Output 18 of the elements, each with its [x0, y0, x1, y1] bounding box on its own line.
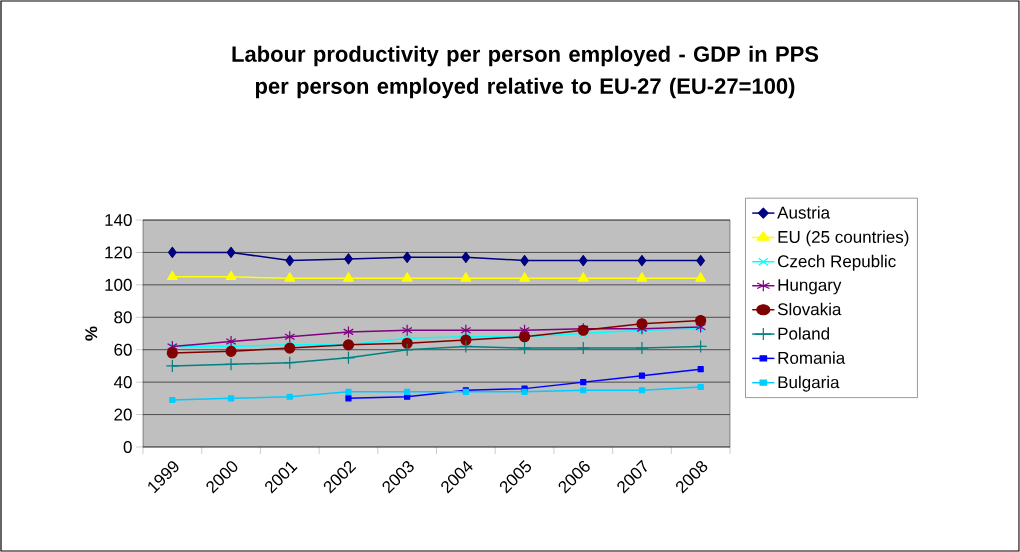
y-tick-label: 0: [123, 440, 132, 454]
legend-label: Bulgaria: [778, 375, 840, 392]
y-tick-label: 100: [105, 278, 132, 291]
y-tick-label: 80: [114, 311, 132, 324]
y-tick-label: 60: [114, 343, 132, 356]
legend-label: Slovakia: [777, 302, 842, 316]
y-axis-title: %: [85, 326, 98, 341]
legend-label: Hungary: [778, 279, 842, 295]
legend-label: Poland: [778, 327, 829, 340]
y-tick-label: 140: [105, 213, 132, 227]
legend-label: EU (25 countries): [778, 230, 909, 247]
legend-label: Austria: [777, 206, 831, 219]
y-tick-label: 120: [105, 246, 132, 259]
legend-label: Czech Republic: [778, 254, 896, 271]
chart-title: Labour productivity per person employed - GDP in PPS per person employed relative to EU-27 (EU-27=100): [232, 45, 819, 99]
legend-label: Romania: [778, 351, 846, 364]
y-tick-label: 40: [113, 376, 132, 389]
y-tick-label: 20: [114, 408, 132, 421]
